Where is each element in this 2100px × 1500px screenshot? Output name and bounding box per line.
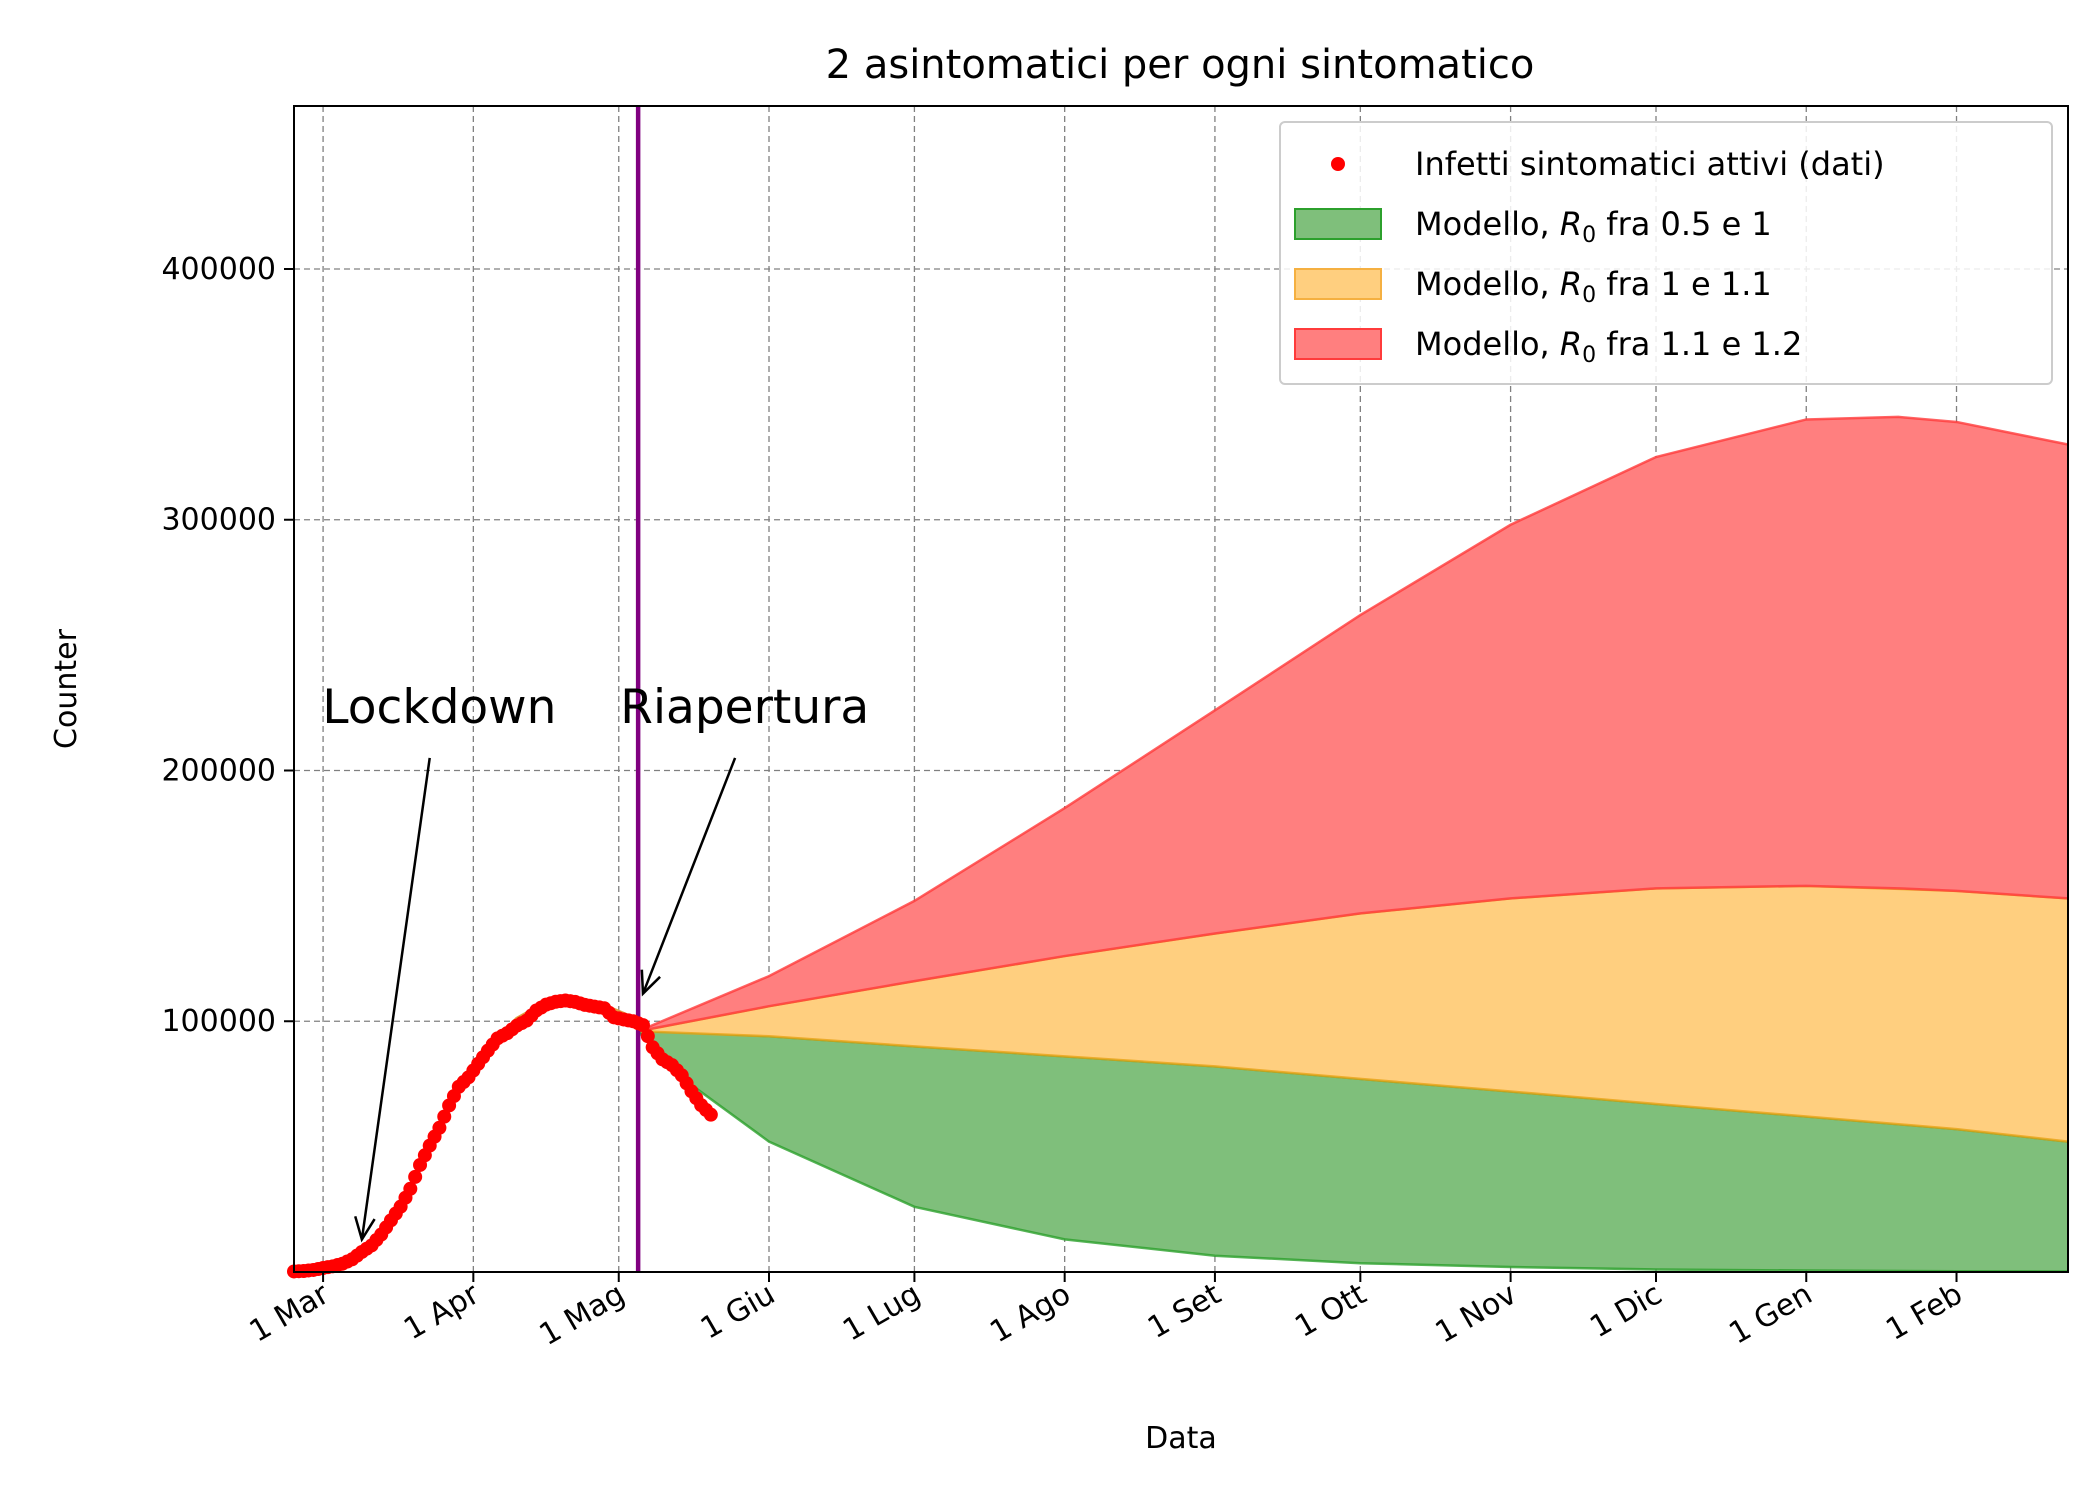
annotation-arrow-head xyxy=(354,1215,376,1243)
model-band-lower-edge xyxy=(637,884,2069,1033)
legend-swatch-icon xyxy=(1294,328,1382,360)
model-bands xyxy=(637,415,2069,1273)
annotation-label: Lockdown xyxy=(322,680,556,735)
annotations: Lockdown Riapertura xyxy=(322,680,869,1243)
y-tick-label: 400000 xyxy=(161,252,276,287)
legend-swatch-icon xyxy=(1294,268,1382,300)
y-tick-label: 200000 xyxy=(161,753,276,788)
legend-label: Modello, R0 fra 1 e 1.1 xyxy=(1415,265,1772,308)
x-axis-title: Data xyxy=(1145,1421,1217,1456)
data-point xyxy=(408,1169,423,1184)
annotation-arrow-shaft xyxy=(360,757,431,1240)
model-band-area xyxy=(638,416,2068,1032)
data-point xyxy=(703,1107,718,1122)
chart-title: 2 asintomatici per ogni sintomatico xyxy=(826,42,1535,88)
legend-marker-icon xyxy=(1331,157,1345,171)
data-point xyxy=(437,1109,452,1124)
data-point xyxy=(432,1120,447,1135)
model-band-area xyxy=(638,1031,2068,1272)
y-tick-label: 100000 xyxy=(161,1004,276,1039)
model-band-lower-edge xyxy=(637,1030,2069,1273)
model-band-lower-edge xyxy=(638,1030,2069,1143)
data-point xyxy=(635,1018,650,1033)
annotation-arrow-shaft xyxy=(641,757,737,995)
data-point xyxy=(640,1029,655,1044)
annotation-label: Riapertura xyxy=(620,680,869,735)
model-band-area xyxy=(638,885,2068,1142)
model-band-upper-edge xyxy=(637,415,2069,1033)
legend-label: Modello, R0 fra 1.1 e 1.2 xyxy=(1415,325,1802,368)
data-point xyxy=(403,1181,418,1196)
data-points xyxy=(287,993,718,1279)
legend: Infetti sintomatici attivi (dati) Modello… xyxy=(1279,121,2053,385)
legend-box xyxy=(1279,121,2053,385)
plot-frame xyxy=(293,105,2069,1273)
y-tick-label: 300000 xyxy=(161,503,276,538)
legend-label: Modello, R0 fra 0.5 e 1 xyxy=(1415,205,1772,248)
y-axis-title: Counter xyxy=(49,628,84,749)
legend-swatch-icon xyxy=(1294,208,1382,240)
annotation-arrow-head xyxy=(640,969,661,997)
legend-label: Infetti sintomatici attivi (dati) xyxy=(1415,145,1885,183)
